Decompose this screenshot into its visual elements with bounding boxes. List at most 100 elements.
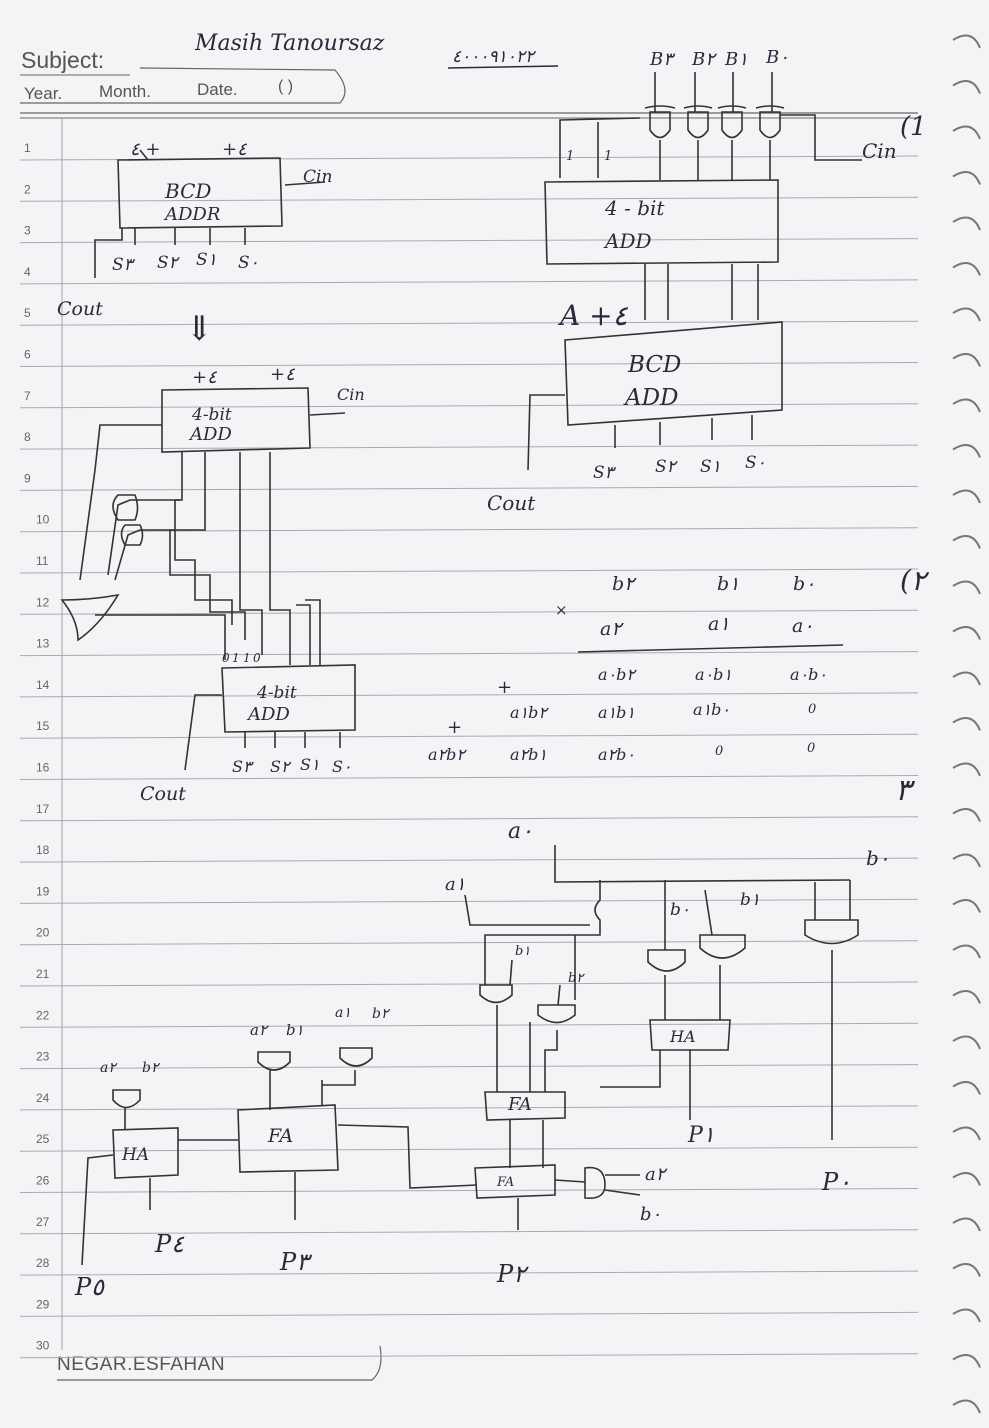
pp0-2: a٠b٠ [790,665,827,684]
ruled-line [19,651,919,657]
line-number: 15 [36,719,50,733]
ruled-lines [19,155,919,1359]
ruled-line [19,1064,919,1070]
bcd-cout: Cout [57,298,103,320]
line-number: 14 [36,678,50,692]
p3-label-b1b: b١ [740,890,760,910]
line-number: 26 [36,1174,50,1188]
author-name: Masih Tanoursaz [194,31,385,56]
p3-block-ha-left: HA [121,1145,149,1165]
right-bcd-cout: Cout [487,491,536,515]
spiral-hole [952,444,981,458]
spiral-hole [952,762,981,777]
adder-b-label2: ADD [246,704,290,725]
line-number: 17 [36,802,50,816]
spiral-hole [952,717,981,731]
bcd-sum-2: S٢ [157,253,181,273]
adder-b-sum-0: S٠ [332,757,352,776]
ruled-line [19,1353,919,1359]
spiral-hole [952,171,981,185]
pp1-1: a١b١ [598,703,635,722]
spiral-hole [952,1035,981,1050]
spiral-hole [952,671,981,686]
problem-2-number: (٢ [900,564,930,597]
p3-b0: b٠ [866,846,890,870]
line-number: 29 [36,1297,50,1311]
p3-label-b1a: b١ [515,944,530,959]
footer-brand: NEGAR.ESFAHAN [57,1354,226,1375]
p3-label-b1c: b١ [286,1021,304,1039]
p3-label-b0: b٠ [670,900,690,920]
adder-b-const-2: 1 [243,651,251,665]
adder-b-const-0: 0 [222,651,230,665]
p3-label-a2c: a٢ [645,1164,668,1185]
adder-b-sum-3: S٣ [232,757,254,776]
month-label: Month. [99,82,151,101]
p3-block-ha-right: HA [669,1027,696,1046]
line-number: 23 [36,1050,50,1064]
line-number: 28 [36,1256,50,1270]
date-value: ( ) [278,78,294,95]
pp1-3: 0 [808,702,816,717]
ruled-line [19,816,919,822]
date-label: Date. [197,80,238,99]
ruled-line [19,1270,919,1276]
line-number: 2 [24,182,31,196]
pp1-0: a١b٢ [510,703,549,722]
line-number: 22 [36,1008,50,1022]
right-bcd-input: A +٤ [557,299,629,332]
p3-label-b2b: b٢ [372,1006,391,1022]
spiral-hole [952,944,981,959]
pp2-1: a٢b١ [510,745,547,764]
right-cin: Cin [862,139,897,163]
line-number: 18 [36,843,50,857]
ruled-line [19,279,919,285]
ruled-line [19,196,919,202]
p3-output-p1: P١ [687,1123,715,1148]
line-number: 21 [36,967,50,981]
ruled-line [19,857,919,863]
adder-b-const-1: 1 [232,651,240,665]
ruled-line [19,320,919,326]
adder-b-sum-1: S١ [300,755,320,774]
plus-1: + [497,677,512,698]
adder-b-sum-2: S٢ [270,757,292,776]
ruled-line [19,1146,919,1152]
ruled-line [19,940,919,946]
p3-output-p3: P٣ [279,1248,313,1276]
right-bcd-sum-2: S٢ [655,457,679,477]
line-number: 3 [24,224,31,238]
right-input-b1: B١ [724,49,748,70]
line-number: 4 [24,265,31,279]
spiral-hole [952,1308,981,1323]
mult-a2: a٢ [600,618,624,640]
adder-b-label1: 4-bit [256,683,297,703]
right-bcd-sum-1: S١ [700,457,721,477]
line-number: 1 [24,141,31,155]
right-input-b2: B٢ [691,49,717,70]
right-adder-label1: 4 - bit [604,196,665,220]
four-bit-adder-b [184,664,356,771]
spiral-hole [952,580,981,595]
right-input-b3: B٣ [649,49,676,70]
spiral-hole [952,626,981,640]
pp2-4: 0 [807,741,815,756]
p3-a0: a٠ [508,819,533,844]
right-adder-const-1: 1 [604,149,612,164]
spiral-hole [952,808,981,822]
bcd-sum-3: S٣ [112,255,136,275]
adder-a-input-a: +٤ [192,367,217,388]
pp2-0: a٢b٢ [428,745,467,764]
mult-rule [577,644,844,653]
ruled-line [19,775,919,780]
bcd-adder-input-b: +٤ [222,139,247,160]
spiral-holes [952,34,981,1414]
p3-label-a1: a١ [335,1005,351,1021]
bcd-adder-input-a: ٤ + [130,139,160,160]
spiral-hole [952,535,981,549]
bcd-adder-cin: Cin [303,167,332,187]
adder-b-const-3: 0 [253,651,261,665]
plus-2: + [447,717,462,738]
spiral-hole [952,125,981,140]
bcd-adder-label1: BCD [164,179,211,203]
